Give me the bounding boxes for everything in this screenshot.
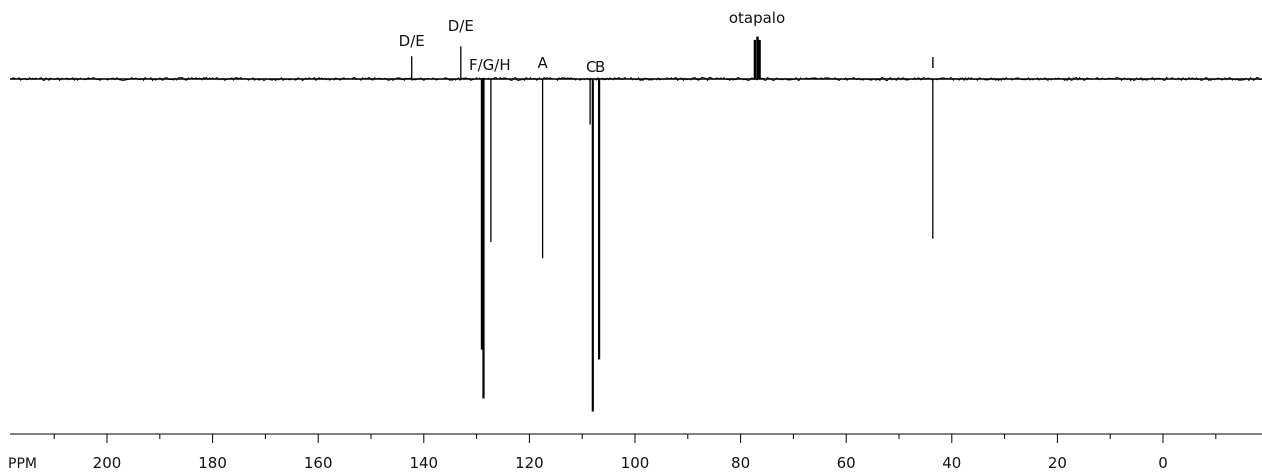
annotation-i: I bbox=[931, 54, 935, 72]
x-tick-label: 120 bbox=[515, 454, 544, 472]
peak-lines bbox=[411, 36, 934, 412]
x-tick-label: 160 bbox=[304, 454, 333, 472]
x-tick-label: 40 bbox=[942, 454, 961, 472]
annotation-otapalo: otapalo bbox=[729, 9, 785, 27]
x-tick-label: 180 bbox=[198, 454, 227, 472]
x-axis-ticks: 200 180 160 140 120 100 80 60 40 20 0 bbox=[53, 434, 1217, 472]
annotation-d-e: D/E bbox=[399, 32, 425, 50]
x-axis-unit-label: PPM bbox=[8, 456, 37, 472]
annotation-f-g-h: F/G/H bbox=[469, 56, 511, 74]
x-tick-label: 20 bbox=[1048, 454, 1067, 472]
annotation-b: B bbox=[595, 58, 605, 76]
x-tick-label: 140 bbox=[409, 454, 438, 472]
x-tick-label: 200 bbox=[93, 454, 122, 472]
x-tick-label: 80 bbox=[731, 454, 750, 472]
x-tick-label: 100 bbox=[621, 454, 650, 472]
annotation-c: C bbox=[586, 58, 596, 76]
x-tick-label: 60 bbox=[837, 454, 856, 472]
annotation-a: A bbox=[537, 54, 548, 72]
x-tick-label: 0 bbox=[1158, 454, 1168, 472]
annotation-d-e: D/E bbox=[448, 17, 474, 35]
